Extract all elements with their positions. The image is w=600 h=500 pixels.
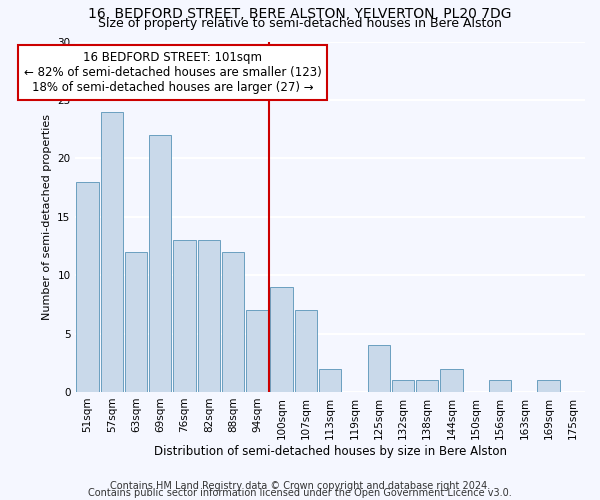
Bar: [173, 240, 196, 392]
Bar: [538, 380, 560, 392]
Bar: [101, 112, 123, 392]
Y-axis label: Number of semi-detached properties: Number of semi-detached properties: [41, 114, 52, 320]
X-axis label: Distribution of semi-detached houses by size in Bere Alston: Distribution of semi-detached houses by …: [154, 444, 506, 458]
Text: Contains HM Land Registry data © Crown copyright and database right 2024.: Contains HM Land Registry data © Crown c…: [110, 481, 490, 491]
Text: 16, BEDFORD STREET, BERE ALSTON, YELVERTON, PL20 7DG: 16, BEDFORD STREET, BERE ALSTON, YELVERT…: [88, 8, 512, 22]
Bar: [125, 252, 147, 392]
Bar: [440, 368, 463, 392]
Bar: [319, 368, 341, 392]
Bar: [489, 380, 511, 392]
Bar: [416, 380, 439, 392]
Text: Contains public sector information licensed under the Open Government Licence v3: Contains public sector information licen…: [88, 488, 512, 498]
Bar: [295, 310, 317, 392]
Bar: [392, 380, 414, 392]
Text: 16 BEDFORD STREET: 101sqm
← 82% of semi-detached houses are smaller (123)
18% of: 16 BEDFORD STREET: 101sqm ← 82% of semi-…: [23, 51, 321, 94]
Bar: [197, 240, 220, 392]
Bar: [222, 252, 244, 392]
Bar: [76, 182, 98, 392]
Bar: [271, 287, 293, 392]
Bar: [368, 345, 390, 392]
Text: Size of property relative to semi-detached houses in Bere Alston: Size of property relative to semi-detach…: [98, 18, 502, 30]
Bar: [246, 310, 269, 392]
Bar: [149, 135, 172, 392]
